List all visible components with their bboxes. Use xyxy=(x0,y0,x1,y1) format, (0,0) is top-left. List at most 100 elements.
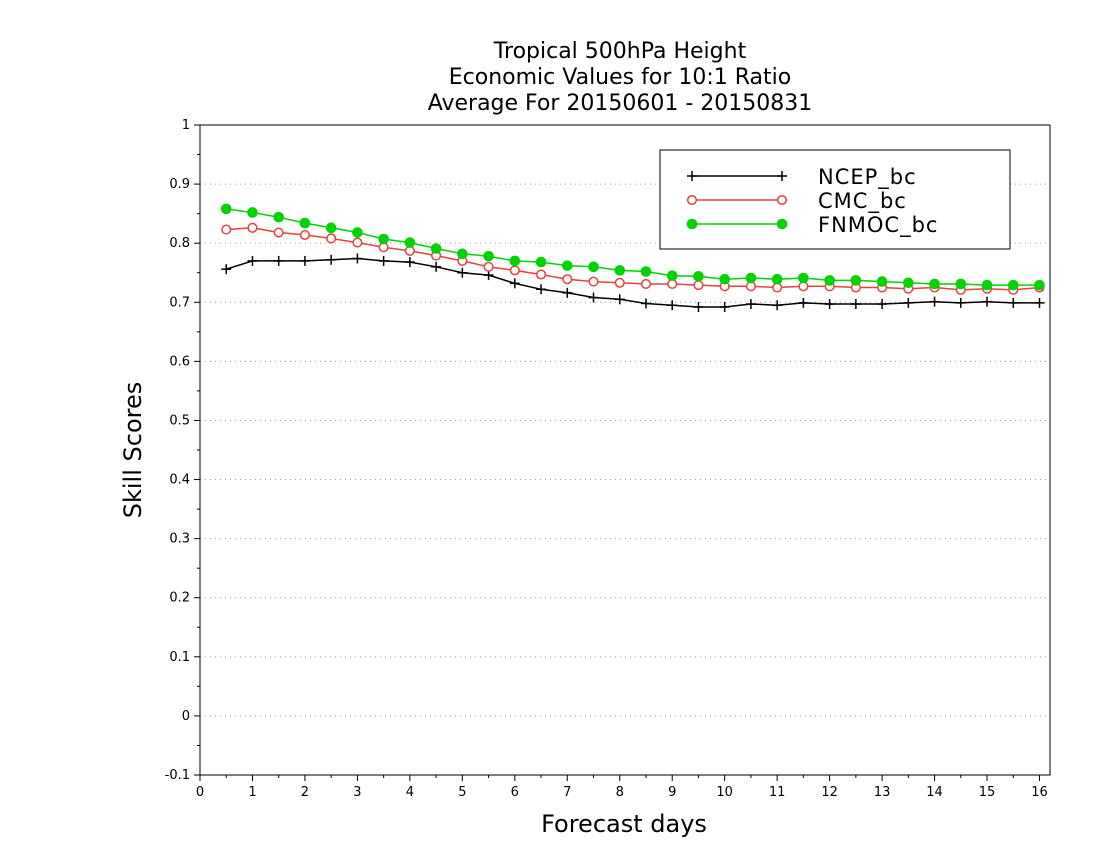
x-tick-label-3: 3 xyxy=(353,785,361,800)
x-tick-label-2: 2 xyxy=(301,785,309,800)
data-point-ncep-bc-12 xyxy=(536,284,547,295)
x-tick-label-5: 5 xyxy=(458,785,466,800)
data-point-fnmoc-bc-21 xyxy=(771,273,783,285)
data-point-fnmoc-bc-5 xyxy=(352,227,363,238)
y-axis-label: Skill Scores xyxy=(119,382,147,519)
data-point-fnmoc-bc-11 xyxy=(509,255,521,267)
data-point-ncep-bc-20 xyxy=(745,299,756,310)
x-tick-label-8: 8 xyxy=(616,785,624,800)
data-point-ncep-bc-25 xyxy=(877,299,888,310)
data-point-ncep-bc-15 xyxy=(614,294,625,305)
y-tick-label-10: 0.9 xyxy=(169,177,190,192)
legend-label-ncep-bc: NCEP_bc xyxy=(818,165,917,190)
data-point-cmc-bc-10 xyxy=(483,261,494,272)
data-point-cmc-bc-14 xyxy=(588,276,599,287)
x-tick-label-13: 13 xyxy=(874,785,891,800)
x-tick-label-4: 4 xyxy=(406,785,414,800)
y-tick-label-4: 0.3 xyxy=(169,532,190,547)
data-point-ncep-bc-18 xyxy=(693,302,704,312)
axes: -0.100.10.20.30.40.50.60.70.80.910 1 2 3 4 5 6… xyxy=(165,118,1051,800)
data-point-cmc-bc-13 xyxy=(562,274,573,285)
data-point-fnmoc-bc-22 xyxy=(798,272,809,284)
y-tick-label-3: 0.2 xyxy=(169,591,190,606)
data-point-fnmoc-bc-26 xyxy=(903,277,914,289)
data-point-ncep-bc-9 xyxy=(457,267,468,278)
data-point-fnmoc-bc-31 xyxy=(1034,279,1045,291)
data-point-cmc-bc-4 xyxy=(326,233,337,244)
chart-title: Tropical 500hPa Height Economic Values f… xyxy=(428,39,813,116)
data-point-ncep-bc-5 xyxy=(352,253,363,264)
data-point-fnmoc-bc-29 xyxy=(981,279,993,291)
y-tick-label-5: 0.4 xyxy=(169,473,190,488)
data-point-fnmoc-bc-30 xyxy=(1007,279,1019,291)
data-point-fnmoc-bc-14 xyxy=(588,261,599,273)
legend-label-cmc-bc: CMC_bc xyxy=(818,189,907,214)
data-point-cmc-bc-0 xyxy=(221,224,232,235)
data-point-fnmoc-bc-15 xyxy=(614,265,626,276)
data-point-cmc-bc-15 xyxy=(614,277,625,288)
y-tick-label-8: 0.7 xyxy=(169,295,190,310)
data-point-fnmoc-bc-3 xyxy=(299,217,311,229)
legend-marker-end-fnmoc-bc xyxy=(776,218,788,230)
y-tick-label-6: 0.5 xyxy=(169,413,190,428)
x-tick-label-0: 0 xyxy=(196,785,204,800)
y-tick-label-1: 0 xyxy=(182,709,190,724)
legend-marker-end-cmc-bc xyxy=(776,194,788,206)
x-axis-label: Forecast days xyxy=(541,810,707,838)
x-tick-label-12: 12 xyxy=(821,785,838,800)
data-point-fnmoc-bc-27 xyxy=(929,278,940,290)
data-point-cmc-bc-11 xyxy=(509,265,520,276)
data-point-fnmoc-bc-19 xyxy=(719,273,730,285)
data-point-fnmoc-bc-18 xyxy=(693,270,704,282)
series-fnmoc-bc xyxy=(220,203,1045,291)
data-point-ncep-bc-27 xyxy=(929,296,940,307)
chart-title-line-2: Economic Values for 10:1 Ratio xyxy=(449,65,791,90)
data-point-ncep-bc-30 xyxy=(1008,297,1019,308)
data-point-cmc-bc-3 xyxy=(299,229,310,240)
x-tick-label-14: 14 xyxy=(926,785,943,800)
y-tick-label-0: -0.1 xyxy=(165,768,190,783)
x-tick-label-7: 7 xyxy=(563,785,571,800)
data-point-cmc-bc-12 xyxy=(535,269,547,280)
data-point-fnmoc-bc-16 xyxy=(640,266,652,277)
data-point-fnmoc-bc-7 xyxy=(404,237,416,248)
data-point-cmc-bc-2 xyxy=(273,227,284,238)
data-point-ncep-bc-13 xyxy=(562,287,573,298)
data-point-cmc-bc-5 xyxy=(352,237,363,248)
data-point-ncep-bc-31 xyxy=(1034,297,1045,308)
data-point-fnmoc-bc-24 xyxy=(850,275,862,286)
data-point-ncep-bc-2 xyxy=(273,255,284,266)
data-point-ncep-bc-7 xyxy=(404,257,415,268)
x-tick-label-9: 9 xyxy=(668,785,676,800)
data-point-ncep-bc-29 xyxy=(982,296,993,307)
data-point-ncep-bc-11 xyxy=(509,278,520,289)
data-point-ncep-bc-1 xyxy=(247,255,258,266)
legend-marker-end-ncep-bc xyxy=(777,171,787,181)
data-point-ncep-bc-23 xyxy=(824,299,835,310)
data-point-fnmoc-bc-17 xyxy=(666,270,678,281)
legend-label-fnmoc-bc: FNMOC_bc xyxy=(818,213,938,238)
data-point-cmc-bc-16 xyxy=(640,278,652,290)
data-point-cmc-bc-1 xyxy=(247,222,258,233)
x-tick-label-15: 15 xyxy=(979,785,996,800)
data-point-fnmoc-bc-10 xyxy=(483,250,494,262)
data-point-fnmoc-bc-20 xyxy=(745,272,757,284)
data-point-fnmoc-bc-6 xyxy=(378,233,389,245)
data-point-ncep-bc-17 xyxy=(667,300,678,311)
data-point-fnmoc-bc-0 xyxy=(220,203,232,215)
data-point-fnmoc-bc-12 xyxy=(535,256,547,268)
data-point-ncep-bc-24 xyxy=(850,299,861,310)
data-point-ncep-bc-6 xyxy=(378,255,389,266)
data-point-ncep-bc-22 xyxy=(798,297,809,308)
data-point-ncep-bc-26 xyxy=(903,297,914,308)
data-point-ncep-bc-16 xyxy=(640,298,651,309)
x-tick-label-11: 11 xyxy=(769,785,786,800)
x-tick-label-6: 6 xyxy=(511,785,519,800)
data-point-ncep-bc-21 xyxy=(772,300,783,311)
data-point-fnmoc-bc-13 xyxy=(561,260,573,271)
y-tick-label-9: 0.8 xyxy=(169,236,190,251)
data-point-fnmoc-bc-1 xyxy=(247,207,258,218)
series-ncep-bc xyxy=(221,253,1045,312)
